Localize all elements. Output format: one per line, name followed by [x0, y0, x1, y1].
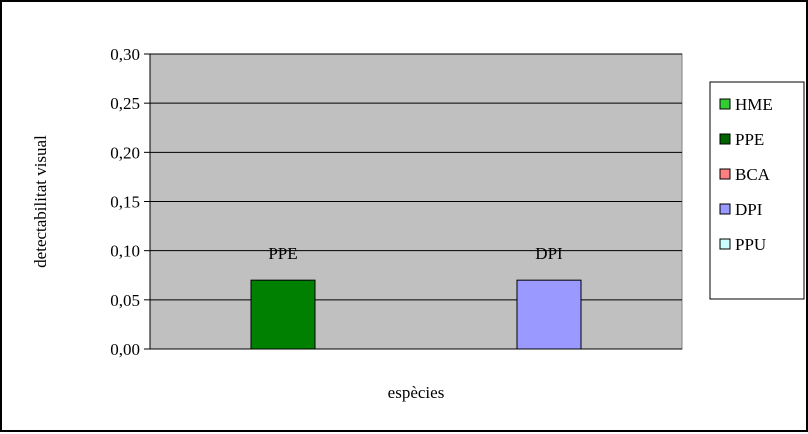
legend-swatch-hme	[719, 98, 731, 110]
y-axis-ticks: 0,00 0,05 0,10 0,15 0,20 0,25 0,30	[110, 45, 150, 359]
y-axis-title: detectabilitat visual	[31, 135, 50, 268]
legend-label: BCA	[735, 165, 771, 184]
x-axis-title: espècies	[388, 383, 445, 402]
legend-box	[709, 81, 805, 300]
y-tick-label: 0,30	[110, 45, 140, 64]
bar-ppe	[250, 279, 316, 350]
y-tick-label: 0,05	[110, 291, 140, 310]
legend-swatch-dpi	[719, 203, 731, 215]
legend: HME PPE BCA DPI PPU	[709, 81, 805, 300]
bar-label: DPI	[535, 244, 563, 263]
y-tick-label: 0,15	[110, 193, 140, 212]
legend-label: PPU	[735, 235, 766, 254]
bar-label: PPE	[268, 244, 297, 263]
y-tick-label: 0,20	[110, 143, 140, 162]
y-tick-label: 0,10	[110, 242, 140, 261]
grid-lines	[150, 53, 682, 301]
bar-dpi	[516, 279, 582, 350]
y-tick-label: 0,25	[110, 94, 140, 113]
y-tick-label: 0,00	[110, 340, 140, 359]
legend-swatch-ppe	[719, 133, 731, 145]
legend-label: DPI	[735, 200, 763, 219]
bars: PPE DPI	[250, 244, 582, 350]
legend-label: HME	[735, 95, 773, 114]
legend-swatch-ppu	[719, 238, 731, 250]
legend-label: PPE	[735, 130, 764, 149]
legend-swatch-bca	[719, 168, 731, 180]
